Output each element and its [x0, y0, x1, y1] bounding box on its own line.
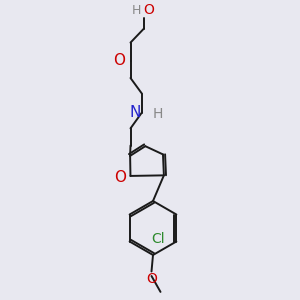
Text: O: O [113, 53, 125, 68]
Text: O: O [143, 4, 154, 17]
Text: O: O [114, 170, 126, 185]
Text: N: N [129, 105, 140, 120]
Text: O: O [146, 272, 157, 286]
Text: Cl: Cl [151, 232, 165, 246]
Text: H: H [152, 107, 163, 121]
Text: H: H [132, 4, 141, 17]
